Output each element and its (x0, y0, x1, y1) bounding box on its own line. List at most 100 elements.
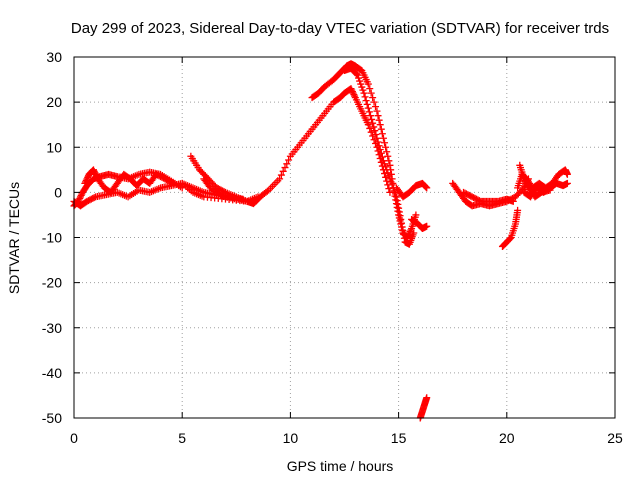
data-point (399, 227, 407, 235)
data-point (366, 112, 374, 120)
data-point (375, 142, 383, 150)
data-point (383, 148, 391, 156)
data-point (395, 208, 403, 216)
data-point (90, 167, 98, 175)
data-point (423, 222, 431, 230)
data-point (348, 88, 356, 96)
x-tick-label: 5 (178, 430, 186, 446)
data-point (377, 149, 385, 157)
data-point (384, 152, 392, 160)
y-tick-label: -10 (42, 230, 62, 246)
data-point (509, 197, 517, 205)
data-point (392, 200, 400, 208)
data-point (398, 223, 406, 231)
data-point (353, 71, 361, 79)
data-point (379, 134, 387, 142)
data-point (514, 206, 522, 214)
data-point (368, 115, 376, 123)
y-axis-label: SDTVAR / TECUs (6, 182, 22, 294)
data-point (377, 125, 385, 133)
data-point (360, 89, 368, 97)
data-point (77, 191, 85, 199)
data-point (392, 193, 400, 201)
series-arc-17 (516, 161, 554, 201)
data-point (393, 197, 401, 205)
data-point (423, 184, 431, 192)
data-point (381, 170, 389, 178)
data-point (383, 166, 391, 174)
data-point (522, 179, 530, 187)
data-point (374, 138, 382, 146)
data-point (394, 207, 402, 215)
x-tick-label: 15 (391, 430, 407, 446)
data-point (372, 130, 380, 138)
data-point (364, 104, 372, 112)
data-point (372, 103, 380, 111)
y-tick-label: 0 (54, 184, 62, 200)
data-point (563, 179, 571, 187)
data-point (563, 170, 571, 178)
data-point (348, 86, 356, 94)
series-arc-9 (392, 179, 431, 201)
data-point (81, 179, 89, 187)
data-point (168, 179, 176, 187)
data-point (375, 116, 383, 124)
data-point (363, 100, 371, 108)
data-point (89, 166, 97, 174)
chart-title: Day 299 of 2023, Sidereal Day-to-day VTE… (71, 20, 609, 37)
data-point (400, 234, 408, 242)
series-arc-2 (70, 179, 262, 210)
x-tick-label: 20 (499, 430, 515, 446)
y-tick-label: -50 (42, 410, 62, 426)
data-point (370, 98, 378, 106)
data-point (381, 160, 389, 168)
y-tick-label: -30 (42, 320, 62, 336)
x-tick-label: 25 (607, 430, 623, 446)
data-point (351, 92, 359, 100)
data-point (283, 160, 291, 168)
data-point (374, 112, 382, 120)
data-point (76, 194, 84, 202)
data-point (373, 134, 381, 142)
data-point (385, 172, 393, 180)
data-point (393, 203, 401, 211)
data-point (421, 182, 429, 190)
data-point (355, 74, 363, 82)
data-point (370, 123, 378, 131)
data-point (396, 212, 404, 220)
data-point (412, 211, 420, 219)
data-point (378, 153, 386, 161)
data-point (356, 77, 364, 85)
y-tick-label: 20 (46, 94, 62, 110)
grid (74, 57, 615, 418)
data-point (367, 128, 375, 136)
data-point (358, 83, 366, 91)
data-point (379, 157, 387, 165)
series-arc-6 (200, 175, 247, 203)
data-point (84, 173, 92, 181)
data-point (364, 80, 372, 88)
data-point (397, 219, 405, 227)
data-points (70, 60, 571, 422)
data-point (366, 124, 374, 132)
data-point (263, 187, 271, 195)
data-point (369, 119, 377, 127)
data-point (397, 215, 405, 223)
data-point (520, 175, 528, 183)
data-point (386, 161, 394, 169)
y-tick-label: 10 (46, 139, 62, 155)
data-point (83, 175, 91, 183)
data-point (394, 200, 402, 208)
data-point (523, 181, 531, 189)
data-point (521, 176, 529, 184)
data-point (366, 85, 374, 93)
series-arc-3 (81, 166, 178, 196)
data-point (279, 167, 287, 175)
plot-frame (73, 56, 616, 419)
data-point (90, 194, 98, 202)
data-point (369, 132, 377, 140)
series-arc-11 (416, 394, 431, 422)
data-point (352, 70, 360, 78)
data-point (376, 146, 384, 154)
